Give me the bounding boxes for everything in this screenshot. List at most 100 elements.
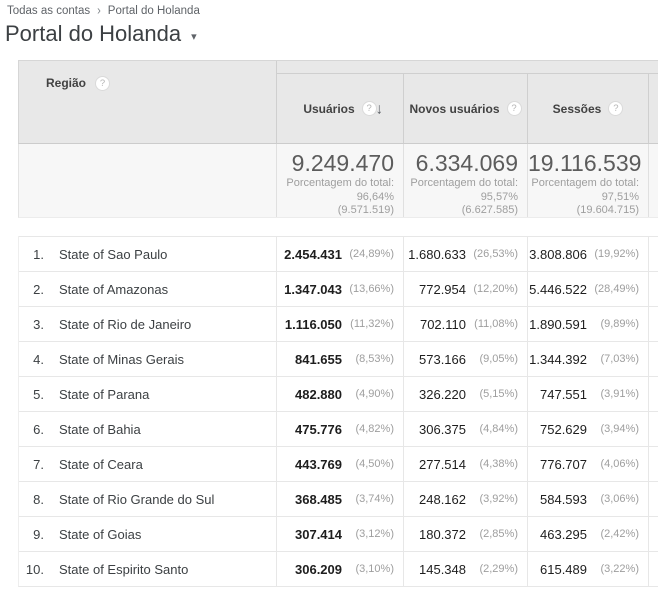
table-row[interactable]: 9. State of Goias 307.414 (3,12%) 180.37… bbox=[19, 516, 658, 551]
region-name-link[interactable]: State of Sao Paulo bbox=[59, 246, 168, 262]
table-row[interactable]: 8. State of Rio Grande do Sul 368.485 (3… bbox=[19, 481, 658, 516]
users-cell: 368.485 (3,74%) bbox=[276, 482, 403, 516]
new-users-percent: (4,84%) bbox=[479, 423, 518, 435]
region-name-link[interactable]: State of Rio Grande do Sul bbox=[59, 491, 215, 507]
breadcrumb-property-link[interactable]: Portal do Holanda bbox=[107, 5, 200, 17]
new-users-cell: 326.220 (5,15%) bbox=[403, 377, 527, 411]
column-header-users[interactable]: Usuários ? ↓ bbox=[276, 74, 403, 143]
help-icon[interactable]: ? bbox=[95, 76, 111, 91]
new-users-value: 306.375 bbox=[419, 421, 466, 437]
table-row[interactable]: 10. State of Espirito Santo 306.209 (3,1… bbox=[19, 551, 658, 586]
totals-region-cell bbox=[19, 144, 276, 217]
users-value: 307.414 bbox=[295, 526, 342, 542]
new-users-cell: 145.348 (2,29%) bbox=[403, 552, 527, 586]
region-name-link[interactable]: State of Espirito Santo bbox=[59, 561, 189, 577]
clipped-next-column bbox=[648, 74, 658, 143]
table-header: Região ? Usuários ? ↓ Novos usuários ? S… bbox=[18, 60, 658, 144]
sessions-percent: (3,94%) bbox=[600, 423, 639, 435]
help-icon[interactable]: ? bbox=[361, 101, 377, 116]
table-row[interactable]: 3. State of Rio de Janeiro 1.116.050 (11… bbox=[19, 306, 658, 341]
sessions-percent: (3,06%) bbox=[600, 493, 639, 505]
sessions-total-absolute: (19.604.715) bbox=[576, 204, 639, 216]
column-header-sessions[interactable]: Sessões ? bbox=[527, 74, 648, 143]
row-index: 2. bbox=[33, 281, 44, 297]
column-header-region[interactable]: Região ? bbox=[19, 61, 276, 143]
table-row[interactable]: 1. State of Sao Paulo 2.454.431 (24,89%)… bbox=[19, 236, 658, 271]
sessions-cell: 747.551 (3,91%) bbox=[527, 377, 648, 411]
new-users-percent: (11,08%) bbox=[474, 318, 518, 330]
property-selector[interactable]: Portal do Holanda ▾ bbox=[5, 21, 197, 47]
users-total-absolute: (9.571.519) bbox=[337, 204, 394, 216]
row-index: 7. bbox=[33, 456, 44, 472]
sessions-cell: 3.808.806 (19,92%) bbox=[527, 237, 648, 271]
column-header-new-users[interactable]: Novos usuários ? bbox=[403, 74, 527, 143]
users-cell: 307.414 (3,12%) bbox=[276, 517, 403, 551]
new-users-cell: 702.110 (11,08%) bbox=[403, 307, 527, 341]
new-users-value: 248.162 bbox=[419, 491, 466, 507]
region-name-link[interactable]: State of Amazonas bbox=[59, 281, 169, 297]
new-users-percent: (2,29%) bbox=[479, 563, 518, 575]
users-percent: (11,32%) bbox=[350, 318, 394, 330]
row-index: 3. bbox=[33, 316, 44, 332]
users-value: 306.209 bbox=[295, 561, 342, 577]
region-name-link[interactable]: State of Ceara bbox=[59, 456, 143, 472]
sessions-value: 752.629 bbox=[540, 421, 587, 437]
new-users-header-label: Novos usuários bbox=[409, 101, 500, 116]
new-users-value: 145.348 bbox=[419, 561, 466, 577]
region-name-link[interactable]: State of Bahia bbox=[59, 421, 141, 437]
users-percent: (3,10%) bbox=[355, 563, 394, 575]
table-row[interactable]: 7. State of Ceara 443.769 (4,50%) 277.51… bbox=[19, 446, 658, 481]
new-users-percent: (4,38%) bbox=[479, 458, 518, 470]
users-total-value: 9.249.470 bbox=[291, 150, 394, 176]
sessions-value: 747.551 bbox=[540, 386, 587, 402]
clipped-next-column bbox=[648, 482, 658, 516]
users-cell: 475.776 (4,82%) bbox=[276, 412, 403, 446]
region-cell: 4. State of Minas Gerais bbox=[19, 342, 276, 376]
new-users-total-absolute: (6.627.585) bbox=[461, 204, 518, 216]
help-icon[interactable]: ? bbox=[608, 101, 624, 116]
breadcrumb-account-link[interactable]: Todas as contas bbox=[7, 5, 91, 17]
users-header-label: Usuários bbox=[303, 101, 355, 116]
users-value: 1.116.050 bbox=[284, 316, 342, 332]
new-users-cell: 306.375 (4,84%) bbox=[403, 412, 527, 446]
page-title: Portal do Holanda bbox=[5, 21, 182, 46]
sessions-percent: (19,92%) bbox=[594, 248, 639, 260]
region-cell: 1. State of Sao Paulo bbox=[19, 237, 276, 271]
sessions-value: 3.808.806 bbox=[529, 246, 587, 262]
users-cell: 482.880 (4,90%) bbox=[276, 377, 403, 411]
sessions-total-percent: Porcentagem do total: 97,51% bbox=[531, 177, 639, 203]
table-row[interactable]: 5. State of Parana 482.880 (4,90%) 326.2… bbox=[19, 376, 658, 411]
new-users-percent: (9,05%) bbox=[479, 353, 518, 365]
row-index: 9. bbox=[33, 526, 44, 542]
users-percent: (13,66%) bbox=[349, 283, 394, 295]
new-users-value: 573.166 bbox=[419, 351, 466, 367]
sessions-total-value: 19.116.539 bbox=[528, 150, 642, 176]
table-row[interactable]: 4. State of Minas Gerais 841.655 (8,53%)… bbox=[19, 341, 658, 376]
help-icon[interactable]: ? bbox=[506, 101, 522, 116]
region-name-link[interactable]: State of Goias bbox=[59, 526, 142, 542]
new-users-cell: 180.372 (2,85%) bbox=[403, 517, 527, 551]
users-percent: (3,12%) bbox=[355, 528, 394, 540]
clipped-next-column bbox=[648, 447, 658, 481]
region-name-link[interactable]: State of Rio de Janeiro bbox=[59, 316, 192, 332]
clipped-next-column bbox=[648, 144, 658, 217]
table-row[interactable]: 2. State of Amazonas 1.347.043 (13,66%) … bbox=[19, 271, 658, 306]
row-index: 10. bbox=[25, 561, 44, 577]
new-users-value: 180.372 bbox=[419, 526, 466, 542]
users-value: 482.880 bbox=[295, 386, 342, 402]
users-total-percent: Porcentagem do total: 96,64% bbox=[286, 177, 394, 203]
region-cell: 2. State of Amazonas bbox=[19, 272, 276, 306]
region-name-link[interactable]: State of Parana bbox=[59, 386, 150, 402]
row-index: 1. bbox=[33, 246, 44, 262]
table-row[interactable]: 6. State of Bahia 475.776 (4,82%) 306.37… bbox=[19, 411, 658, 446]
region-name-link[interactable]: State of Minas Gerais bbox=[59, 351, 184, 367]
new-users-percent: (26,53%) bbox=[473, 248, 518, 260]
users-cell: 1.116.050 (11,32%) bbox=[276, 307, 403, 341]
region-cell: 6. State of Bahia bbox=[19, 412, 276, 446]
row-index: 6. bbox=[33, 421, 44, 437]
sessions-percent: (2,42%) bbox=[600, 528, 639, 540]
sessions-cell: 1.890.591 (9,89%) bbox=[527, 307, 648, 341]
users-value: 475.776 bbox=[295, 421, 342, 437]
sessions-value: 5.446.522 bbox=[529, 281, 587, 297]
region-cell: 8. State of Rio Grande do Sul bbox=[19, 482, 276, 516]
